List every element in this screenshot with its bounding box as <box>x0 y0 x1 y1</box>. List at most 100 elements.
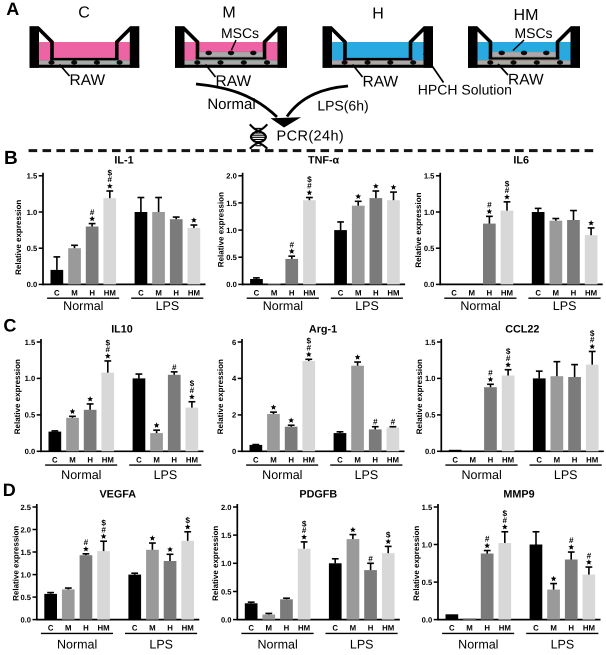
svg-text:#: # <box>307 344 312 353</box>
svg-text:HM: HM <box>104 288 116 297</box>
svg-text:$: $ <box>185 516 190 525</box>
svg-text:M: M <box>271 288 278 297</box>
svg-text:#: # <box>373 418 378 427</box>
svg-text:#: # <box>505 186 510 195</box>
svg-text:HM: HM <box>501 288 513 297</box>
svg-text:#: # <box>289 240 294 249</box>
svg-text:1.0: 1.0 <box>221 559 232 568</box>
svg-text:HM: HM <box>188 288 200 297</box>
svg-text:IL10: IL10 <box>111 324 133 336</box>
svg-text:4: 4 <box>232 374 237 383</box>
svg-text:Normal: Normal <box>63 299 103 313</box>
svg-text:#: # <box>590 336 595 345</box>
svg-text:1.0: 1.0 <box>226 226 237 235</box>
svg-text:C: C <box>253 455 259 464</box>
svg-text:C: C <box>451 288 457 297</box>
svg-text:0.5: 0.5 <box>425 411 436 420</box>
svg-text:C: C <box>536 455 542 464</box>
svg-text:HM: HM <box>303 455 315 464</box>
svg-text:#: # <box>84 538 89 547</box>
svg-text:1.5: 1.5 <box>27 172 38 181</box>
svg-text:M: M <box>65 624 72 633</box>
svg-text:0.0: 0.0 <box>422 615 433 624</box>
svg-text:0.5: 0.5 <box>20 593 31 602</box>
svg-text:$: $ <box>106 338 111 347</box>
svg-text:MSCs: MSCs <box>221 25 259 41</box>
svg-text:H: H <box>487 288 493 297</box>
svg-text:HM: HM <box>502 455 514 464</box>
svg-text:M: M <box>550 624 557 633</box>
svg-text:M: M <box>153 455 160 464</box>
svg-text:H: H <box>83 624 89 633</box>
svg-text:#: # <box>391 418 396 427</box>
svg-text:LPS(6h): LPS(6h) <box>317 98 368 114</box>
svg-text:Normal: Normal <box>262 468 302 482</box>
svg-text:IL6: IL6 <box>513 155 529 167</box>
svg-text:C: C <box>452 455 458 464</box>
svg-text:M: M <box>71 288 78 297</box>
svg-text:Relative expression: Relative expression <box>216 192 225 267</box>
svg-text:0.0: 0.0 <box>221 615 232 624</box>
svg-text:H: H <box>289 288 295 297</box>
svg-text:M: M <box>466 624 473 633</box>
svg-text:LPS: LPS <box>554 468 578 482</box>
svg-text:$: $ <box>386 531 391 540</box>
svg-text:#: # <box>90 208 95 217</box>
svg-text:H: H <box>568 624 574 633</box>
svg-text:C: C <box>535 288 541 297</box>
svg-text:LPS: LPS <box>154 468 178 482</box>
svg-text:1.0: 1.0 <box>422 540 433 549</box>
svg-text:Relative expression: Relative expression <box>412 526 421 601</box>
svg-text:#: # <box>487 201 492 210</box>
svg-text:VEGFA: VEGFA <box>99 489 136 501</box>
svg-text:LPS: LPS <box>350 638 374 650</box>
svg-text:0.5: 0.5 <box>221 587 232 596</box>
svg-text:#: # <box>106 345 111 354</box>
svg-text:1.5: 1.5 <box>424 172 435 181</box>
svg-text:#: # <box>307 182 312 191</box>
svg-text:H: H <box>167 624 173 633</box>
svg-text:B: B <box>4 148 18 169</box>
svg-text:LPS: LPS <box>355 299 379 313</box>
svg-text:H: H <box>87 455 93 464</box>
svg-text:H: H <box>488 455 494 464</box>
svg-text:M: M <box>350 624 357 633</box>
svg-text:Normal: Normal <box>263 299 303 313</box>
svg-text:Relative expression: Relative expression <box>414 192 423 267</box>
svg-text:#: # <box>503 516 508 525</box>
svg-text:1.0: 1.0 <box>424 208 435 217</box>
svg-text:Normal: Normal <box>61 468 101 482</box>
svg-text:C: C <box>54 288 60 297</box>
svg-text:LPS: LPS <box>156 299 180 313</box>
svg-text:#: # <box>172 363 177 372</box>
svg-text:#: # <box>190 386 195 395</box>
svg-text:MMP9: MMP9 <box>503 489 534 501</box>
svg-text:0.5: 0.5 <box>424 244 435 253</box>
svg-text:$: $ <box>505 179 510 188</box>
svg-text:Normal: Normal <box>458 638 498 650</box>
svg-text:H: H <box>372 6 384 23</box>
svg-text:#: # <box>485 535 490 544</box>
svg-text:0.0: 0.0 <box>20 615 31 624</box>
svg-text:$: $ <box>506 347 511 356</box>
svg-text:M: M <box>69 455 76 464</box>
svg-text:1.5: 1.5 <box>25 338 36 347</box>
svg-text:#: # <box>569 536 574 545</box>
svg-text:#: # <box>368 554 373 563</box>
svg-text:Normal: Normal <box>461 468 501 482</box>
svg-text:HM: HM <box>303 288 315 297</box>
svg-text:RAW: RAW <box>70 72 106 89</box>
svg-text:1.0: 1.0 <box>425 374 436 383</box>
svg-text:H: H <box>571 288 577 297</box>
svg-text:0.0: 0.0 <box>424 280 435 289</box>
svg-text:$: $ <box>108 168 113 177</box>
svg-text:C: C <box>449 624 455 633</box>
svg-text:PDGFB: PDGFB <box>299 489 337 501</box>
svg-text:LPS: LPS <box>355 468 379 482</box>
svg-text:6: 6 <box>232 338 236 347</box>
svg-text:C: C <box>3 316 16 336</box>
svg-text:0.5: 0.5 <box>226 253 237 262</box>
svg-text:1.5: 1.5 <box>425 338 436 347</box>
svg-text:C: C <box>254 288 260 297</box>
svg-text:2.0: 2.0 <box>226 172 237 181</box>
